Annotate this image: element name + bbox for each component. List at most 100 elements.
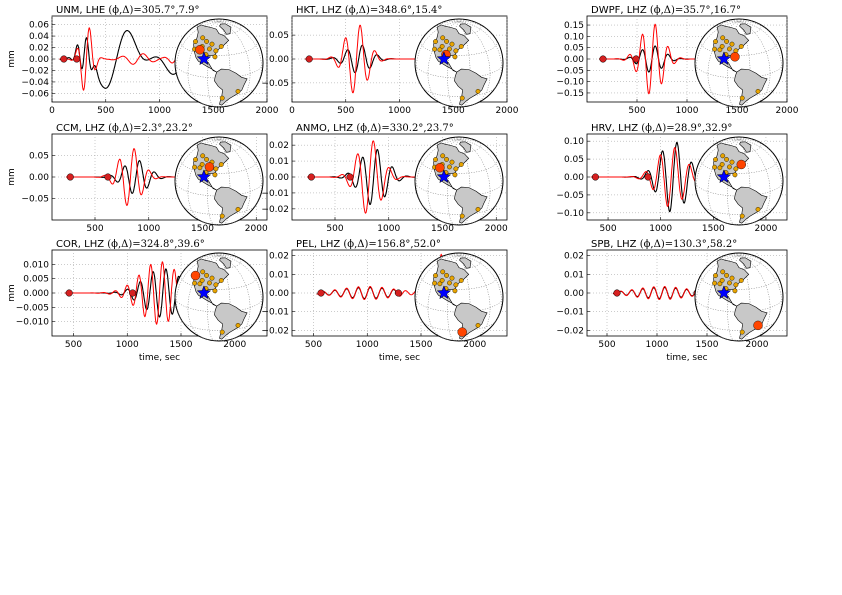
x-tick-label: 1000: [649, 224, 672, 234]
panel-title-params: (ϕ,Δ)=348.6°,15.4°: [345, 5, 442, 16]
globe-meridian: [727, 255, 740, 341]
globe-meridian: [458, 139, 493, 153]
x-tick-label: 500: [305, 340, 322, 350]
globe-station-dot: [729, 159, 735, 165]
x-tick-label: 2000: [754, 224, 777, 234]
globe-meridian: [455, 136, 460, 140]
phase-marker: [394, 289, 402, 297]
continent: [739, 23, 752, 35]
globe-event-star: [716, 169, 732, 184]
globe-meridian: [218, 20, 232, 22]
globe-station-dot: [199, 278, 205, 283]
panel-title: HKT, LHZ (ϕ,Δ)=348.6°,15.4°: [296, 5, 442, 16]
continent: [739, 141, 752, 153]
y-tick-label: 0.00: [564, 173, 584, 183]
globe-meridian: [738, 136, 743, 140]
globe-selected-station: [204, 162, 215, 172]
globe-disc: [414, 18, 504, 108]
globe-meridian: [738, 252, 743, 256]
y-tick-label: 0.00: [269, 289, 289, 299]
x-tick-label: 1000: [388, 106, 411, 116]
panel-title: ANMO, LHZ (ϕ,Δ)=330.2°,23.7°: [296, 123, 454, 134]
globe-meridian: [458, 254, 472, 256]
globe-meridian: [207, 255, 220, 341]
globe-station-dot: [213, 48, 219, 54]
panel-title-station: HRV, LHZ: [591, 123, 641, 134]
phase-marker: [346, 173, 354, 181]
x-tick-label: 1500: [442, 106, 465, 116]
continent: [459, 141, 472, 153]
globe-station-dot: [440, 153, 446, 159]
y-tick-label: 0.00: [564, 289, 584, 299]
x-tick-label: 500: [97, 106, 114, 116]
y-tick-label: 0.10: [564, 32, 584, 42]
globe-station-dot: [437, 47, 443, 53]
y-tick-label: −0.10: [556, 209, 584, 219]
globe-meridian: [218, 254, 232, 256]
globe-station-dot: [475, 322, 481, 328]
panel-title: CCM, LHZ (ϕ,Δ)=2.3°,23.2°: [56, 123, 193, 134]
globe-meridian: [207, 139, 220, 225]
globe-meridian: [738, 254, 752, 256]
globe-selected-station: [195, 45, 205, 55]
globe-disc: [694, 18, 784, 108]
panel-title-params: (ϕ,Δ)=130.3°,58.2°: [640, 239, 737, 250]
y-tick-label: 0.01: [269, 270, 289, 280]
y-tick-label: −0.010: [16, 318, 50, 328]
globe-meridian: [705, 139, 740, 153]
globe-station-dot: [235, 88, 241, 94]
globe-meridian: [215, 252, 220, 256]
globe-station-dot: [200, 153, 206, 159]
globe-parallel: [442, 337, 476, 341]
globe-meridian: [458, 136, 463, 140]
globe-station-dot: [192, 164, 197, 170]
globe-station-dot: [733, 282, 739, 288]
globe-station-dot: [218, 278, 224, 283]
phase-marker: [599, 55, 607, 63]
y-tick-label: 0.15: [564, 21, 584, 31]
globe-station-dot: [733, 166, 739, 172]
globe-station-dot: [449, 159, 455, 165]
panel-dwpf: DWPF, LHZ (ϕ,Δ)=35.7°,16.7° 500 1000 1500 20…: [556, 5, 798, 116]
globe-meridian: [738, 255, 773, 269]
globe-station-dot: [447, 164, 452, 170]
globe-station-dot: [452, 172, 458, 178]
x-axis-label: time, sec: [666, 353, 707, 363]
panel-title: UNM, LHE (ϕ,Δ)=305.7°,7.9°: [56, 5, 199, 16]
globe-disc: [174, 136, 264, 226]
y-tick-label: −0.02: [21, 66, 49, 76]
globe-event-star: [436, 285, 452, 300]
y-tick-label: −0.01: [261, 308, 289, 318]
y-tick-label: 0.02: [269, 252, 289, 262]
globe-station-dot: [199, 162, 205, 167]
y-tick-label: 0.00: [29, 55, 49, 65]
globe-selected-station: [730, 52, 740, 62]
globe-station-dot: [458, 278, 464, 283]
globe-station-dot: [204, 156, 209, 162]
globe-station-dot: [712, 164, 717, 170]
x-tick-label: 1500: [696, 340, 719, 350]
x-tick-label: 2000: [746, 340, 769, 350]
globe-station-dot: [433, 39, 438, 44]
x-tick-label: 0: [49, 106, 55, 116]
globe-selected-station: [190, 270, 201, 281]
globe-parallel: [442, 103, 476, 107]
globe-station-dot: [729, 41, 735, 47]
globe-station-dot: [727, 164, 732, 170]
globe-meridian: [218, 21, 251, 105]
globe-meridian: [215, 18, 220, 22]
phase-marker: [104, 173, 112, 181]
x-tick-label: 1000: [137, 224, 160, 234]
x-axis-label: time, sec: [379, 353, 420, 363]
globe-meridian: [458, 252, 463, 256]
panel-anmo: ANMO, LHZ (ϕ,Δ)=330.2°,23.7° 500 1000 1500 2…: [261, 123, 508, 234]
globe-station-dot: [432, 280, 437, 286]
globe-station-dot: [712, 46, 717, 52]
globe-meridian: [425, 139, 460, 153]
globe-meridian: [738, 21, 773, 35]
y-tick-label: 0.04: [29, 32, 49, 42]
globe-disc: [414, 136, 504, 226]
phase-marker: [66, 173, 74, 181]
panel-title-station: CCM, LHZ: [56, 123, 108, 134]
globe-station-dot: [458, 44, 464, 49]
